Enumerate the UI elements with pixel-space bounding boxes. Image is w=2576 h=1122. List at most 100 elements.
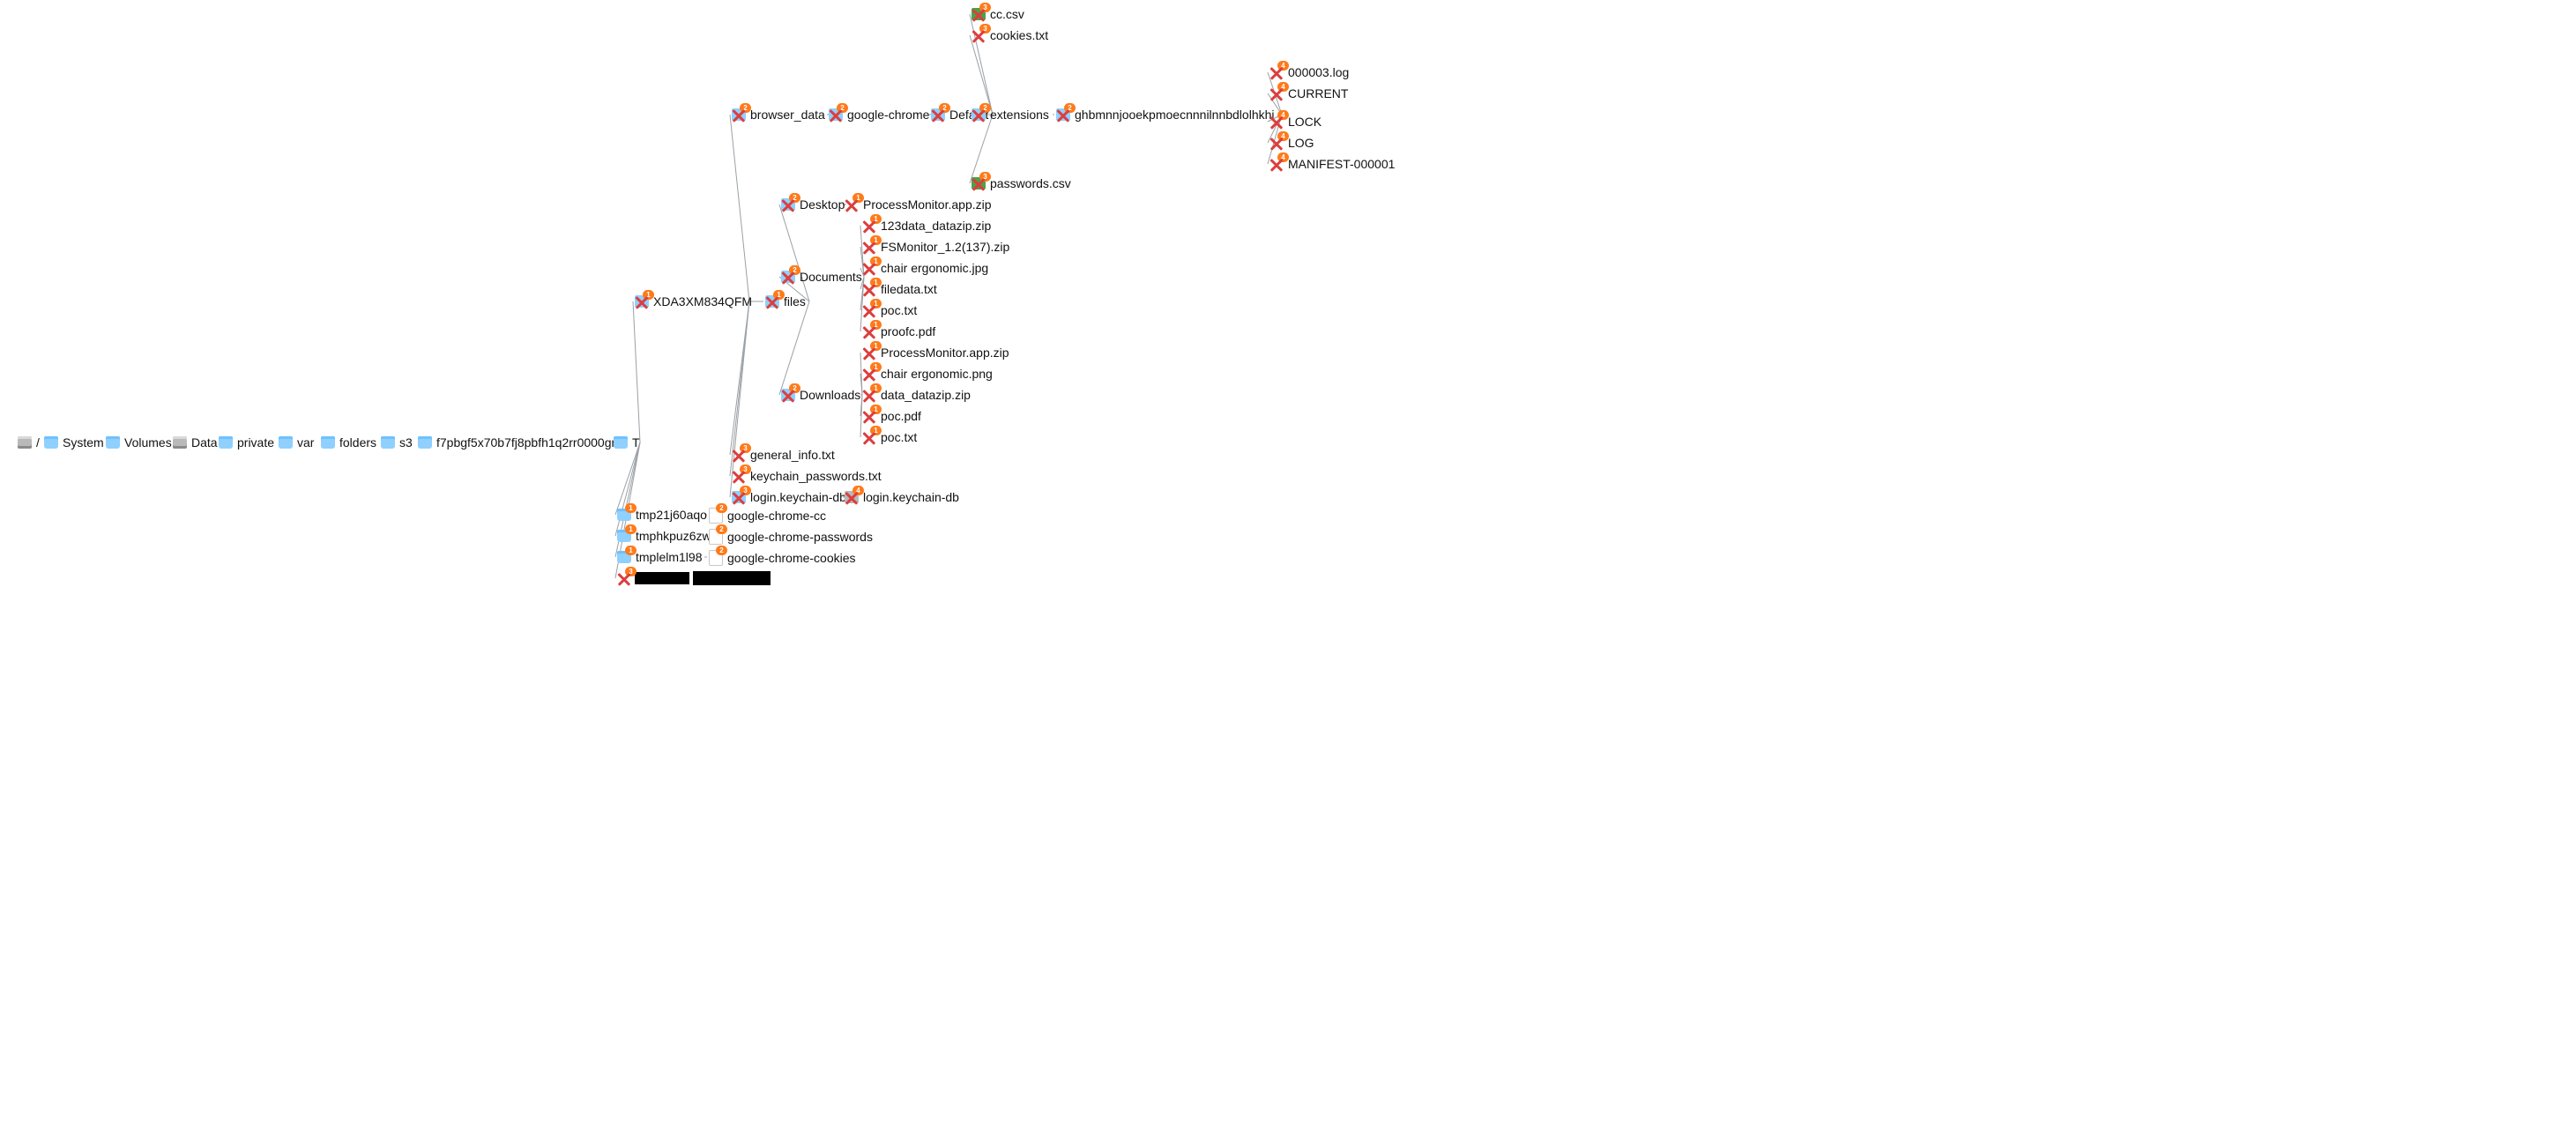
x-icon: 4 — [1269, 158, 1284, 170]
x-icon: 1 — [862, 368, 876, 380]
node-tmp3: 1tmplelm1l98 — [617, 550, 703, 564]
node-label: cookies.txt — [989, 28, 1049, 42]
folder-icon — [219, 436, 233, 449]
green-x-icon: 3 — [972, 8, 986, 20]
node-pm_zip2: 1ProcessMonitor.app.zip — [862, 346, 1010, 360]
badge: 1 — [870, 320, 882, 330]
folder-icon — [106, 436, 120, 449]
node-label: Desktop — [799, 197, 845, 212]
node-gck: 2google-chrome-cookies — [709, 550, 857, 566]
file-icon: 2 — [709, 550, 723, 566]
node-chair_png: 1 chair ergonomic.png — [862, 367, 994, 381]
x-icon: 3 — [732, 449, 746, 461]
x-icon: 1 — [862, 325, 876, 338]
x-icon: 3 — [732, 470, 746, 482]
badge: 2 — [1064, 103, 1076, 113]
file-icon: 2 — [709, 508, 723, 524]
badge: 2 — [979, 103, 991, 113]
node-label: Data — [190, 435, 219, 450]
node-label: data_datazip.zip — [880, 388, 972, 402]
node-tmp1: 1 tmp21j60aqo — [617, 508, 708, 522]
green-x-icon: 3 — [972, 177, 986, 189]
node-login_kc1: 3login.keychain-db — [732, 490, 847, 504]
folder-x-icon: 2 — [732, 108, 746, 121]
folder-x-icon: 2 — [781, 198, 795, 211]
node-label: ProcessMonitor.app.zip — [880, 346, 1010, 360]
node-label: files — [783, 294, 807, 308]
node-label: chair ergonomic.png — [880, 367, 994, 381]
node-label: s3 — [398, 435, 413, 450]
node-gcc: 2google-chrome-cc — [709, 508, 827, 524]
folder-x-icon: 2 — [972, 108, 986, 121]
x-icon: 1 — [862, 283, 876, 295]
node-label: google-chrome-cookies — [726, 551, 857, 565]
x-icon: 3 — [972, 29, 986, 41]
node-var: var — [279, 435, 315, 450]
node-extensions: 2extensions — [972, 108, 1050, 122]
node-MANIFEST: 4MANIFEST-000001 — [1269, 157, 1396, 171]
node-keychain_pw: 3keychain_passwords.txt — [732, 469, 882, 483]
badge: 4 — [1277, 152, 1289, 162]
node-label: MANIFEST-000001 — [1287, 157, 1396, 171]
folder-x-icon: 1 — [635, 295, 649, 308]
node-fsmon: 1FSMonitor_1.2(137).zip — [862, 240, 1010, 254]
edge — [970, 35, 993, 115]
edge — [633, 301, 640, 442]
disk-icon — [173, 436, 187, 449]
badge: 3 — [979, 172, 991, 182]
node-xda: 1XDA3XM834QFM — [635, 294, 753, 308]
badge: 2 — [789, 383, 800, 393]
folder-icon — [381, 436, 395, 449]
badge: 1 — [870, 383, 882, 393]
node-folders: folders — [321, 435, 377, 450]
badge: 2 — [789, 193, 800, 203]
badge: 1 — [773, 290, 785, 300]
node-label: general_info.txt — [749, 448, 836, 462]
edge — [779, 301, 809, 395]
x-icon: 1 — [862, 389, 876, 401]
node-google-chrome: 2google-chrome — [829, 108, 930, 122]
folder-icon: 1 — [617, 509, 631, 521]
node-proofc: 1proofc.pdf — [862, 324, 936, 338]
node-label: chair ergonomic.jpg — [880, 261, 989, 275]
folder-icon — [44, 436, 58, 449]
node-label: Volumes — [123, 435, 173, 450]
x-icon: 1 — [845, 198, 859, 211]
x-icon: 1 — [862, 219, 876, 232]
node-label: tmp21j60aqo — [635, 508, 708, 522]
node-maczip: 3-Mac.local.zip — [617, 571, 771, 585]
node-label: ghbmnnjooekpmoecnnnilnnbdlolhkhi — [1074, 108, 1276, 122]
badge: 4 — [852, 486, 864, 495]
node-label: System — [62, 435, 105, 450]
edge — [730, 115, 749, 301]
node-passwords_csv: 3passwords.csv — [972, 176, 1072, 190]
node-Desktop: 2 Desktop — [781, 197, 845, 212]
node-label: passwords.csv — [989, 176, 1072, 190]
badge: 4 — [1277, 131, 1289, 141]
badge: 3 — [740, 486, 751, 495]
x-icon: 1 — [862, 241, 876, 253]
x-icon: 1 — [862, 431, 876, 443]
node-label: poc.txt — [880, 303, 918, 317]
node-CURRENT: 4CURRENT — [1269, 86, 1349, 100]
node-poc_pdf: 1poc.pdf — [862, 409, 922, 423]
badge: 1 — [625, 524, 637, 534]
node-label: tmplelm1l98 — [635, 550, 703, 564]
node-volumes: Volumes — [106, 435, 173, 450]
node-cookies_txt: 3cookies.txt — [972, 28, 1049, 42]
badge: 2 — [716, 524, 727, 534]
node-poc_txt: 1poc.txt — [862, 303, 918, 317]
x-icon: 4 — [1269, 66, 1284, 78]
folder-x-icon: 2 — [829, 108, 843, 121]
node-login_kc2: 4login.keychain-db — [845, 490, 960, 504]
badge: 1 — [870, 299, 882, 308]
node-poc_txt2: 1 poc.txt — [862, 430, 918, 444]
node-pm_zip1: 1ProcessMonitor.app.zip — [845, 197, 993, 212]
badge: 1 — [870, 235, 882, 245]
x-icon: 4 — [1269, 137, 1284, 149]
node-label: poc.txt — [880, 430, 918, 444]
folder-icon: 1 — [617, 530, 631, 542]
badge: 1 — [870, 341, 882, 351]
badge: 2 — [837, 103, 848, 113]
edge — [615, 442, 640, 536]
